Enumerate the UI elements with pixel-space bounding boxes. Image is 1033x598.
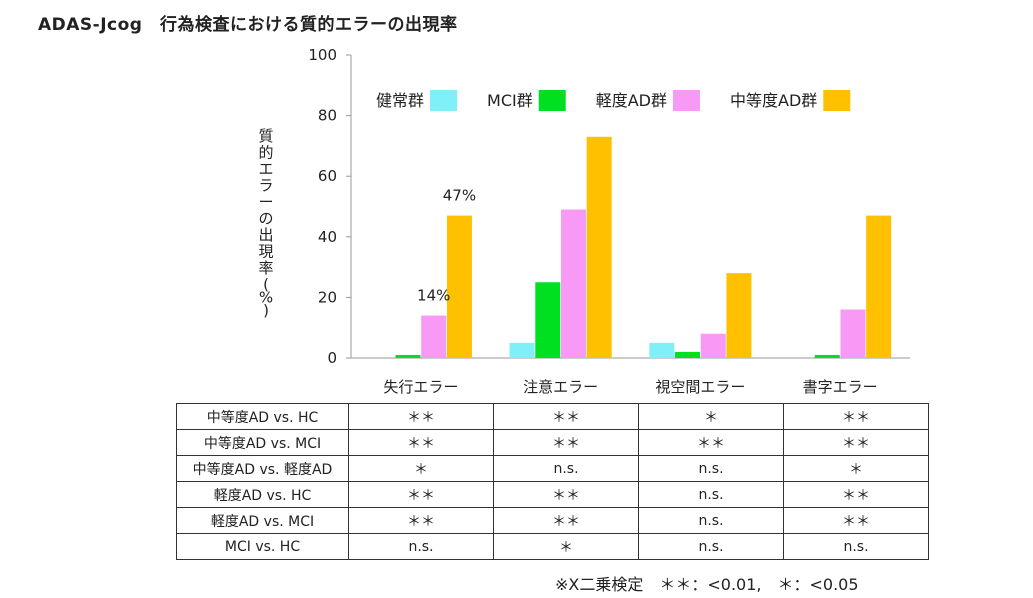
table-cell: n.s. (493, 455, 639, 482)
bar-1-2 (560, 209, 586, 358)
row-label: 軽度AD vs. MCI (176, 507, 349, 534)
bar-2-2 (700, 333, 726, 358)
table-cell: n.s. (638, 533, 784, 560)
table-cell: ＊＊ (493, 429, 639, 456)
y-tick-label: 40 (318, 228, 337, 246)
bar-1-3 (586, 136, 612, 358)
chart-title: ADAS-Jcog 行為検査における質的エラーの出現率 (38, 15, 458, 35)
bar-2-0 (649, 342, 675, 358)
table-cell: ＊＊ (493, 507, 639, 534)
legend-label: MCI群 (487, 91, 533, 110)
row-label: 中等度AD vs. 軽度AD (176, 455, 349, 482)
table-row: 中等度AD vs. HC ＊＊ ＊＊＊＊＊ (176, 403, 929, 430)
bar-3-2 (840, 309, 866, 358)
table-cell: ＊ (493, 533, 639, 560)
table-cell: n.s. (348, 533, 494, 560)
bar-chart: 0 20 40 60 80 100 失行エラー 注意エラー 視空間エラー 書字エラー 14% 47% 健… (258, 46, 910, 396)
x-tick-label: 視空間エラー (655, 378, 745, 396)
table-row: 軽度AD vs. MCI ＊＊ ＊＊ n.s. ＊＊ (176, 507, 929, 534)
table-cell: ＊＊ (783, 481, 929, 508)
bar-0-1 (395, 354, 421, 358)
table-cell: ＊＊ (493, 403, 639, 430)
table-cell: ＊ (348, 455, 494, 482)
legend-label: 軽度AD群 (596, 91, 667, 110)
table-cell: ＊＊ (783, 507, 929, 534)
y-axis-label: 質的エラーの出現率(%) (258, 127, 273, 320)
table-row: 中等度AD vs. MCI ＊＊ ＊＊ ＊＊ ＊＊ (176, 429, 929, 456)
bar-3-1 (814, 354, 840, 358)
footnote: ※X二乗検定 ＊＊：<0.01, ＊：<0.05 (555, 575, 859, 594)
table-row: MCI vs. HC n.s. ＊ n.s. n.s. (176, 533, 929, 560)
row-label: 中等度AD vs. HC (176, 403, 349, 430)
y-tick-label: 0 (327, 349, 337, 367)
table-cell: ＊ (783, 455, 929, 482)
legend-swatch (823, 90, 851, 111)
table-cell: ＊ (638, 403, 784, 430)
row-label: MCI vs. HC (176, 533, 349, 560)
table-cell: ＊＊ (638, 429, 784, 456)
table-cell: ＊＊ (348, 429, 494, 456)
y-tick-label: 80 (318, 107, 337, 125)
y-tick-label: 100 (308, 46, 337, 64)
data-label: 47% (443, 187, 476, 205)
row-label: 軽度AD vs. HC (176, 481, 349, 508)
bar-3-3 (866, 215, 892, 358)
table-cell: ＊＊ (348, 481, 494, 508)
legend-swatch (673, 90, 700, 111)
row-label: 中等度AD vs. MCI (176, 429, 349, 456)
bar-0-2 (421, 315, 447, 358)
bar-1-0 (509, 342, 535, 358)
table-cell: n.s. (638, 507, 784, 534)
x-tick-label: 失行エラー (383, 378, 458, 396)
x-tick-label: 書字エラー (803, 378, 878, 396)
y-tick-label: 60 (318, 167, 337, 185)
table-row: 軽度AD vs. HC ＊＊ ＊＊ n.s. ＊＊ (176, 481, 929, 508)
table-cell: n.s. (638, 455, 784, 482)
legend-label: 健常群 (376, 91, 424, 110)
bar-2-3 (726, 273, 752, 358)
bar-2-1 (675, 351, 701, 358)
data-label: 14% (417, 287, 450, 305)
legend-swatch (538, 90, 566, 111)
table-cell: ＊＊ (348, 403, 494, 430)
table-cell: ＊＊ (783, 403, 929, 430)
table-cell: ＊＊ (348, 507, 494, 534)
table-cell: ＊＊ (493, 481, 639, 508)
table-cell: n.s. (638, 481, 784, 508)
legend-label: 中等度AD群 (730, 91, 817, 110)
bar-0-3 (446, 215, 472, 358)
table-row: 中等度AD vs. 軽度AD ＊ n.s. n.s. ＊ (176, 455, 929, 482)
table-cell: ＊＊ (783, 429, 929, 456)
significance-table: 中等度AD vs. HC ＊＊ ＊＊＊＊＊ 中等度AD vs. MCI ＊＊ ＊＊ ＊＊ ＊＊… (176, 403, 929, 560)
table-cell: n.s. (783, 533, 929, 560)
legend-swatch (430, 90, 458, 111)
bar-1-1 (535, 282, 561, 358)
y-tick-label: 20 (318, 288, 337, 306)
x-tick-label: 注意エラー (523, 378, 598, 396)
